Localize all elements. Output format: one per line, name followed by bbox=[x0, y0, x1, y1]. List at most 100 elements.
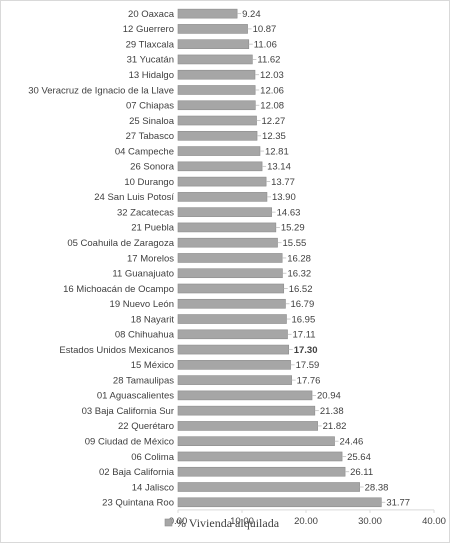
category-label: 16 Michoacán de Ocampo bbox=[63, 284, 174, 295]
x-tick-label: 40.00 bbox=[422, 516, 446, 527]
bar bbox=[177, 253, 283, 263]
category-label: 31 Yucatán bbox=[127, 55, 174, 66]
value-label: 15.55 bbox=[283, 238, 307, 249]
category-label: 23 Quintana Roo bbox=[102, 498, 174, 509]
category-label: 08 Chihuahua bbox=[115, 330, 175, 341]
category-label: 13 Hidalgo bbox=[129, 70, 174, 81]
value-label: 9.24 bbox=[242, 9, 260, 20]
category-label: 18 Nayarit bbox=[131, 314, 175, 325]
value-label: 16.95 bbox=[291, 314, 315, 325]
value-label: 20.94 bbox=[317, 391, 341, 402]
category-label: 24 San Luis Potosí bbox=[94, 192, 174, 203]
category-label: 03 Baja California Sur bbox=[82, 406, 174, 417]
bar bbox=[177, 283, 285, 294]
value-label: 16.52 bbox=[289, 284, 313, 295]
legend-label: % Vivienda alquilada bbox=[176, 516, 280, 530]
bar bbox=[177, 405, 316, 416]
bar bbox=[177, 192, 268, 202]
x-tick-label: 30.00 bbox=[358, 516, 382, 527]
category-label: 12 Guerrero bbox=[123, 24, 174, 35]
value-label: 31.77 bbox=[386, 498, 410, 509]
value-label: 17.59 bbox=[296, 360, 320, 371]
legend: % Vivienda alquilada bbox=[164, 516, 280, 530]
value-label: 11.62 bbox=[257, 55, 280, 66]
value-label: 16.28 bbox=[287, 253, 311, 264]
category-label: 02 Baja California bbox=[99, 467, 175, 478]
category-label: 07 Chiapas bbox=[126, 101, 174, 112]
bars-group: 20 Oaxaca 9.24 12 Guerrero 10.87 29 Tlaxcala… bbox=[28, 8, 410, 509]
category-label: 29 Tlaxcala bbox=[126, 39, 175, 50]
bar bbox=[177, 268, 283, 279]
value-label: 15.29 bbox=[281, 223, 305, 234]
value-label: 17.76 bbox=[297, 375, 321, 386]
value-label: 12.06 bbox=[260, 85, 284, 96]
bar bbox=[177, 130, 258, 141]
value-label: 17.11 bbox=[293, 330, 316, 341]
bar bbox=[177, 360, 291, 370]
x-tick-label: 20.00 bbox=[294, 516, 318, 527]
category-label: 14 Jalisco bbox=[132, 482, 174, 493]
bar bbox=[177, 329, 288, 340]
bar bbox=[177, 69, 256, 80]
category-label: 28 Tamaulipas bbox=[113, 375, 174, 386]
category-label: 27 Tabasco bbox=[126, 131, 174, 142]
category-label: 21 Puebla bbox=[131, 223, 175, 234]
value-label: 10.87 bbox=[253, 24, 277, 35]
bar bbox=[177, 24, 248, 34]
x-tick-label: 0.00 bbox=[169, 516, 188, 527]
bar bbox=[177, 115, 257, 126]
bar bbox=[177, 466, 346, 477]
bar bbox=[177, 222, 277, 233]
bar bbox=[177, 497, 382, 508]
legend-swatch bbox=[164, 518, 173, 527]
value-label: 12.08 bbox=[260, 101, 284, 112]
bar bbox=[177, 100, 256, 111]
category-label: 04 Campeche bbox=[115, 146, 174, 157]
value-label: 24.46 bbox=[340, 436, 364, 447]
bar bbox=[177, 421, 318, 431]
value-label: 25.64 bbox=[347, 452, 371, 463]
category-label: 19 Nuevo León bbox=[110, 299, 174, 310]
value-label: 12.03 bbox=[260, 70, 284, 81]
value-label: 12.27 bbox=[262, 116, 286, 127]
bar bbox=[177, 436, 335, 446]
category-label: 09 Ciudad de México bbox=[85, 436, 174, 447]
bar bbox=[177, 298, 286, 309]
value-label: 28.38 bbox=[365, 482, 389, 493]
bar bbox=[177, 207, 272, 217]
value-label: 14.63 bbox=[277, 207, 301, 218]
value-label: 12.35 bbox=[262, 131, 286, 142]
bar bbox=[177, 314, 287, 324]
bar bbox=[177, 161, 263, 172]
category-label: 32 Zacatecas bbox=[117, 207, 174, 218]
category-label: 05 Coahuila de Zaragoza bbox=[67, 238, 174, 249]
x-axis: 0.00 10.00 20.00 30.00 40.00 bbox=[169, 509, 446, 527]
x-tick-label: 10.00 bbox=[230, 516, 254, 527]
category-label: 22 Querétaro bbox=[118, 421, 174, 432]
bar bbox=[177, 39, 250, 49]
category-label: 30 Veracruz de Ignacio de la Llave bbox=[28, 85, 174, 96]
value-label: 21.82 bbox=[323, 421, 347, 432]
value-label: 16.32 bbox=[287, 269, 311, 280]
category-label: 20 Oaxaca bbox=[128, 9, 175, 20]
category-label: 01 Aguascalientes bbox=[97, 391, 174, 402]
bar bbox=[177, 482, 360, 492]
bar bbox=[177, 237, 278, 248]
category-label: 26 Sonora bbox=[130, 162, 175, 173]
value-label: 17.30 bbox=[294, 345, 318, 356]
bar bbox=[177, 375, 292, 385]
bar bbox=[177, 451, 343, 462]
bar bbox=[177, 344, 290, 355]
value-label: 13.90 bbox=[272, 192, 296, 203]
bar bbox=[177, 390, 313, 401]
category-label: 10 Durango bbox=[124, 177, 174, 188]
bar bbox=[177, 146, 261, 156]
bar bbox=[177, 54, 253, 65]
value-label: 12.81 bbox=[265, 146, 289, 157]
category-label: 17 Morelos bbox=[127, 253, 174, 264]
category-label: 11 Guanajuato bbox=[112, 269, 174, 280]
bar bbox=[177, 176, 267, 187]
category-label: 06 Colima bbox=[131, 452, 174, 463]
